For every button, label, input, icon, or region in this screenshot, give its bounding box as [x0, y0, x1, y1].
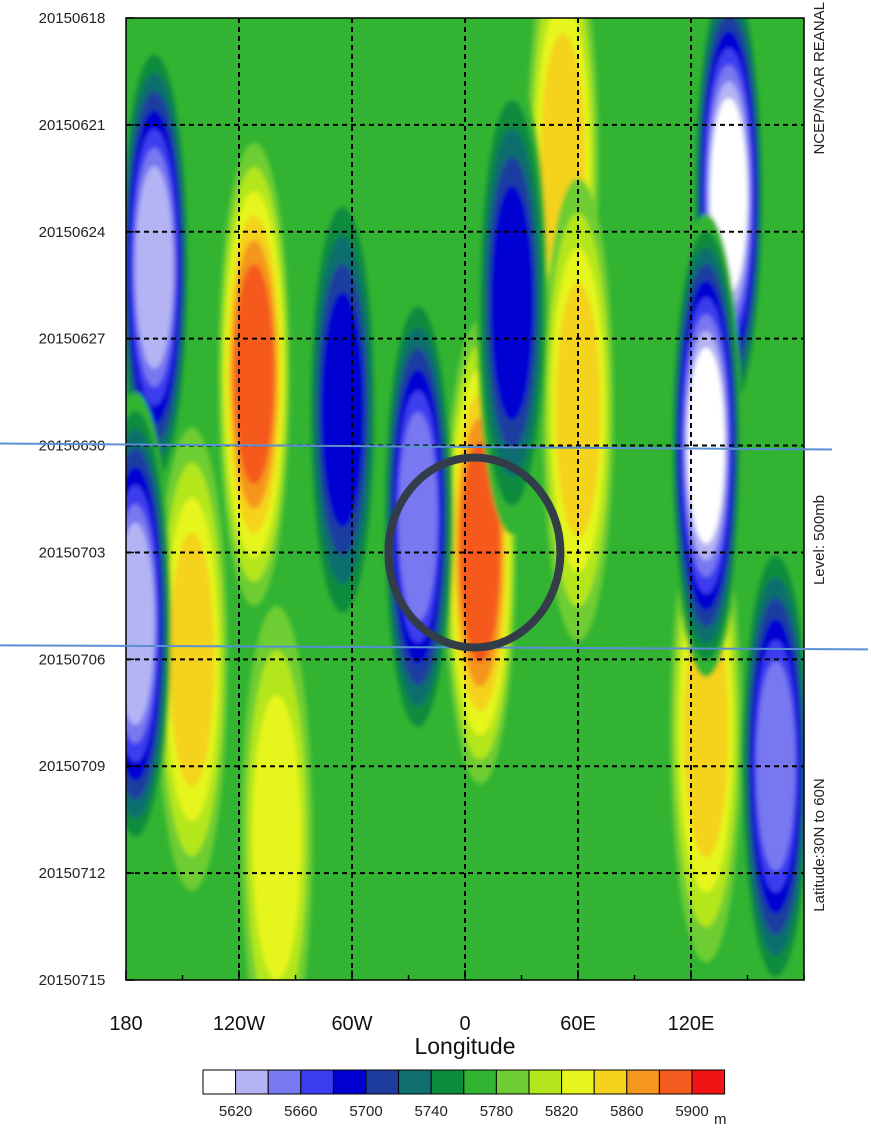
source-label: NCEP/NCAR REANAL	[811, 2, 828, 155]
colorbar-swatch	[463, 1069, 497, 1095]
colorbar: 5620 5660 5700 5740 5780 5820 5860 5900 m	[202, 1069, 727, 1128]
ridge-contour-5890	[234, 264, 275, 485]
colorbar-swatch	[430, 1069, 465, 1095]
trough-contour-5650	[398, 411, 438, 622]
colorbar-unit: m	[714, 1111, 727, 1128]
y-tick-label: 20150703	[39, 544, 106, 561]
colorbar-label: 5900	[675, 1103, 708, 1120]
y-tick-label: 20150621	[39, 117, 106, 134]
colorbar-swatch	[593, 1069, 628, 1095]
colorbar-swatch	[267, 1069, 302, 1095]
x-tick-label: 60W	[331, 1013, 372, 1035]
tick-layer: 20150618 20150621 20150624 20150627 20150630…	[39, 10, 805, 1035]
x-tick-label: 60E	[560, 1013, 596, 1035]
latitude-label: Latitude:30N to 60N	[811, 778, 828, 911]
y-tick-label: 20150618	[39, 10, 106, 27]
trough-feature	[126, 35, 191, 499]
highlight-line-bottom	[0, 644, 869, 651]
y-tick-label: 20150624	[39, 224, 106, 241]
field-layer	[126, 18, 804, 980]
ridge-feature	[218, 142, 290, 606]
plot-area	[126, 18, 804, 980]
colorbar-label: 5820	[545, 1103, 578, 1120]
x-tick-label: 120E	[668, 1013, 715, 1035]
colorbar-swatch	[398, 1069, 432, 1095]
colorbar-swatch	[235, 1069, 269, 1095]
colorbar-label: 5860	[610, 1103, 643, 1120]
colorbar-label: 5740	[415, 1103, 448, 1120]
trough-feature	[126, 392, 172, 856]
y-tick-label: 20150630	[39, 438, 106, 455]
ridge-contour-5850	[683, 603, 729, 858]
colorbar-swatch	[365, 1069, 400, 1095]
x-tick-label: 0	[459, 1013, 470, 1035]
y-tick-label: 20150712	[39, 865, 106, 882]
colorbar-label: 5780	[480, 1103, 513, 1120]
level-label: Level: 500mb	[811, 495, 828, 585]
highlight-layer	[0, 442, 869, 652]
colorbar-swatch	[528, 1069, 563, 1095]
trough-contour-5690	[491, 185, 534, 421]
trough-feature	[306, 178, 379, 642]
colorbar-label: 5700	[349, 1103, 382, 1120]
ridge-contour-5830	[252, 695, 301, 980]
colorbar-label: 5660	[284, 1103, 317, 1120]
y-tick-label: 20150709	[39, 758, 106, 775]
y-tick-label: 20150715	[39, 972, 106, 989]
y-tick-label: 20150706	[39, 651, 106, 668]
colorbar-swatch	[495, 1069, 530, 1095]
colorbar-swatch	[202, 1069, 237, 1095]
y-tick-label: 20150627	[39, 331, 106, 348]
x-tick-label: 180	[109, 1013, 142, 1035]
trough-feature	[476, 71, 548, 535]
colorbar-swatch	[300, 1069, 334, 1095]
colorbar-label: 5620	[219, 1103, 252, 1120]
trough-contour-5630	[135, 166, 174, 369]
highlight-circle	[384, 453, 565, 652]
highlight-line-top	[0, 442, 833, 451]
colorbar-swatch	[658, 1069, 693, 1095]
colorbar-swatch	[691, 1069, 726, 1095]
colorbar-swatch	[332, 1069, 367, 1095]
colorbar-swatch	[626, 1069, 660, 1095]
ridge-feature	[240, 605, 313, 980]
x-tick-label: 120W	[213, 1013, 265, 1035]
trough-contour-5690	[321, 292, 364, 527]
colorbar-swatch	[561, 1069, 595, 1095]
x-axis-title: Longitude	[414, 1033, 515, 1059]
trough-feature	[740, 534, 804, 980]
trough-contour-5630	[126, 522, 155, 725]
